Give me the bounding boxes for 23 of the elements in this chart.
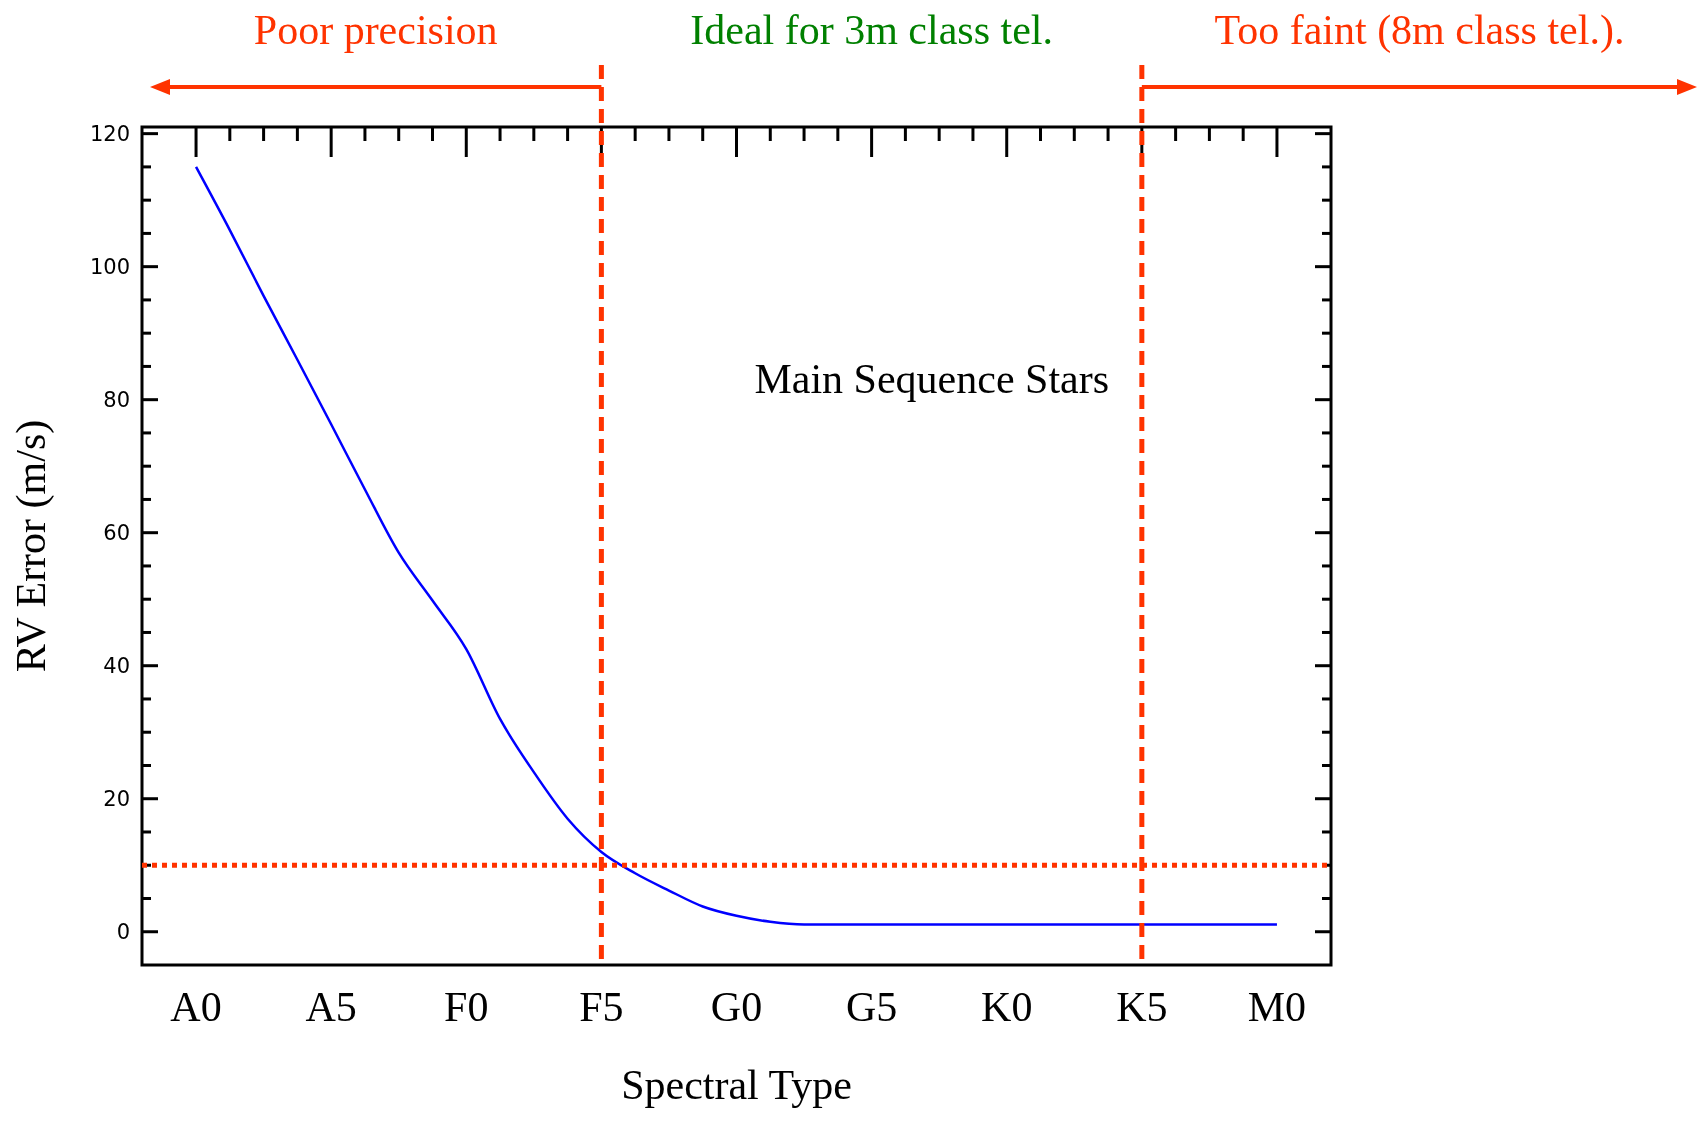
x-tick-label: M0 <box>1247 984 1307 1030</box>
y-tick-label: 0 <box>116 920 130 945</box>
y-tick-label: 80 <box>103 388 130 413</box>
y-tick-label: 100 <box>89 255 130 280</box>
x-axis-title: Spectral Type <box>621 1062 852 1108</box>
x-tick-label: A5 <box>305 984 357 1030</box>
y-tick-label: 120 <box>89 122 130 146</box>
x-tick-label: A0 <box>170 984 222 1030</box>
x-tick-label: G5 <box>845 984 898 1030</box>
y-axis-title: RV Error (m/s) <box>8 419 55 673</box>
text: Poor precision <box>253 7 498 53</box>
x-tick-label: G0 <box>710 984 763 1030</box>
text: Ideal for 3m class tel. <box>690 7 1053 53</box>
y-tick-label: 60 <box>103 521 130 546</box>
y-tick-label: 20 <box>103 787 130 812</box>
line-series <box>194 165 1279 926</box>
x-tick-label: K5 <box>1116 984 1168 1030</box>
x-tick-label: F0 <box>444 984 489 1030</box>
x-tick-label: F5 <box>579 984 624 1030</box>
annotation: Main Sequence Stars <box>754 356 1110 403</box>
y-tick-label: 40 <box>103 654 130 679</box>
text: Too faint (8m class tel.). <box>1214 7 1625 54</box>
x-tick-label: K0 <box>981 984 1033 1030</box>
